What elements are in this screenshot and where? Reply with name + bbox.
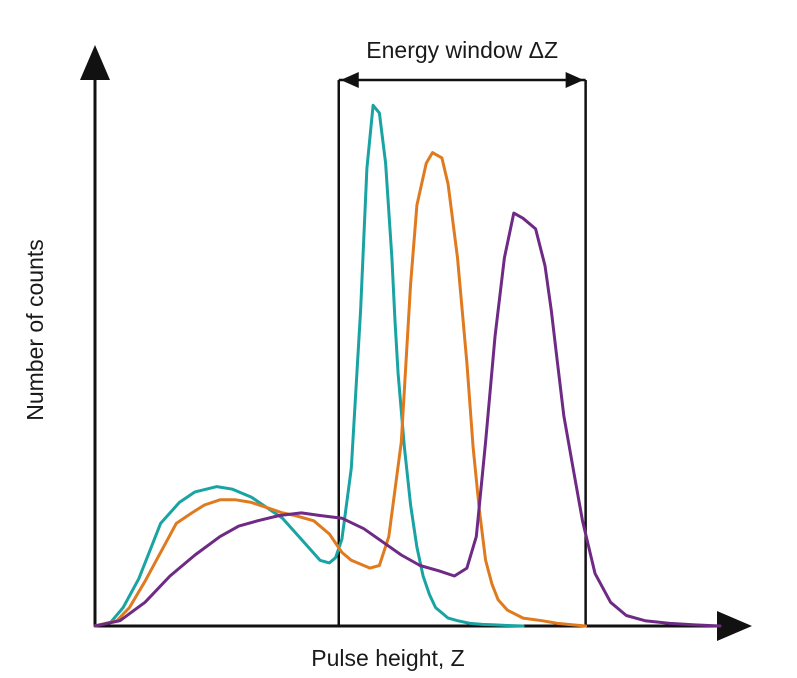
energy-window-arrowhead-right [566, 72, 584, 88]
x-axis-label: Pulse height, Z [311, 645, 464, 671]
energy-window-label: Energy window ΔZ [366, 37, 558, 63]
series-layer [95, 105, 720, 626]
x-axis-arrowhead [717, 611, 752, 641]
series-line-3 [95, 213, 720, 626]
energy-window-arrowhead-left [341, 72, 359, 88]
series-line-1 [95, 105, 523, 626]
y-axis-label: Number of counts [22, 239, 48, 421]
y-axis-arrowhead [80, 45, 110, 80]
